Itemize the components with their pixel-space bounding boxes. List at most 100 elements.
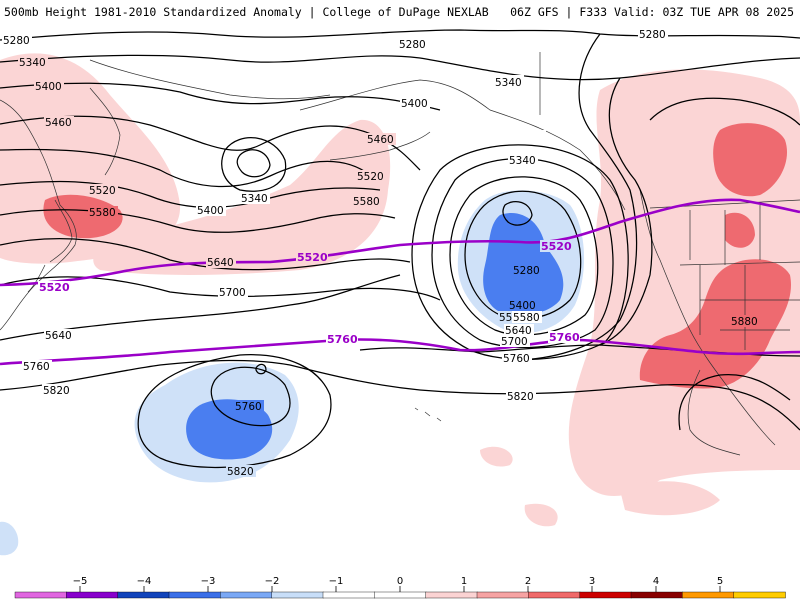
colorbar-segment: [117, 591, 170, 599]
contour-label: 5280: [512, 264, 542, 277]
contour-closed-small: [255, 363, 267, 375]
svg-text:5400: 5400: [35, 81, 62, 93]
contour-east-ridge: [599, 77, 653, 346]
coastline-kamchatka: [89, 87, 121, 176]
colorbar-tick-label: −1: [329, 576, 344, 587]
contour-label: 5340: [18, 56, 48, 69]
contour-label: 5280: [2, 34, 32, 47]
colorbar-tick-label: −3: [201, 576, 216, 587]
colorbar-ticks: −5 −4 −3 −2 −1 0 1 2 3 4 5: [73, 576, 723, 592]
svg-text:5400: 5400: [509, 300, 536, 312]
svg-text:5760: 5760: [235, 401, 262, 413]
colorbar-segment: [271, 591, 324, 599]
colorbar-segment: [425, 591, 478, 599]
contour-northeast: [649, 97, 800, 126]
contour-label: 5400: [34, 80, 64, 93]
svg-text:5520: 5520: [297, 251, 328, 264]
anomaly-core-plains: [639, 212, 791, 389]
svg-text:5760: 5760: [549, 331, 580, 344]
contour-label: 5520: [88, 184, 118, 197]
colorbar-tick-label: 5: [717, 576, 723, 587]
svg-text:5520: 5520: [541, 240, 572, 253]
contour-label: 5820: [226, 465, 256, 478]
contour-label: 5640: [44, 329, 74, 342]
svg-text:5760: 5760: [23, 361, 50, 373]
contour-label: 5400: [196, 204, 226, 217]
colorbar-segment: [374, 591, 427, 599]
coastline-alaska: [299, 79, 626, 211]
contour-label: 5700: [218, 286, 248, 299]
contour-label: 5340: [240, 192, 270, 205]
state-borders: [679, 205, 800, 350]
anomaly-map: 5280 5280 5280 5340 5340 5400 5400 5460 …: [0, 28, 800, 556]
contour-label: 5700: [500, 335, 530, 348]
reference-label: 5520: [540, 240, 572, 253]
colorbar-segment: [66, 591, 119, 599]
svg-text:5640: 5640: [505, 325, 532, 337]
contour-line: [0, 82, 441, 111]
anomaly-core-japan: [43, 194, 123, 239]
contour-label: 5820: [506, 390, 536, 403]
svg-text:5700: 5700: [501, 336, 528, 348]
negative-core-hawaii: [186, 399, 273, 460]
svg-text:5760: 5760: [327, 333, 358, 346]
hawaiian-islands: [414, 407, 442, 422]
colorbar-tick-label: 2: [525, 576, 531, 587]
colorbar-segment: [682, 591, 735, 599]
colorbar-tick-label: −2: [265, 576, 280, 587]
anomaly-core-canada: [713, 123, 788, 197]
model-run-info: 06Z GFS | F333 Valid: 03Z TUE APR 08 202…: [510, 5, 794, 19]
contour-label: 5280: [638, 28, 668, 41]
contour-low-ring: [449, 176, 599, 336]
contour-line: [0, 148, 371, 188]
contour-label: 5580: [512, 311, 542, 324]
colorbar-tick-label: 4: [653, 576, 659, 587]
colorbar-segment: [579, 591, 632, 599]
contour-labels: 5280 5280 5280 5340 5340 5400 5400 5460 …: [2, 28, 760, 478]
contour-line: [0, 274, 401, 341]
colorbar-segment: [476, 591, 530, 599]
contour-line: [0, 209, 396, 233]
anomaly-region-subtropics: [480, 446, 720, 527]
svg-text:5640: 5640: [207, 257, 234, 269]
svg-text:5520: 5520: [357, 171, 384, 183]
svg-text:5340: 5340: [241, 193, 268, 205]
contour-label: 5340: [508, 154, 538, 167]
svg-text:5280: 5280: [639, 29, 666, 41]
svg-text:5580: 5580: [353, 196, 380, 208]
contour-line: [0, 359, 800, 431]
svg-text:5400: 5400: [197, 205, 224, 217]
reference-labels: 5520 5520 5520 5760 5760: [38, 240, 580, 346]
svg-text:5820: 5820: [507, 391, 534, 403]
svg-text:5460: 5460: [45, 117, 72, 129]
coastline-siberia-north: [89, 59, 331, 100]
contour-label: 5460: [366, 133, 396, 146]
contour-line: [0, 54, 800, 81]
contour-label: 5820: [42, 384, 72, 397]
svg-text:5340: 5340: [19, 57, 46, 69]
contour-closed-low-bering-outer: [221, 137, 287, 192]
contour-line: [0, 238, 411, 271]
svg-text:5520: 5520: [89, 185, 116, 197]
contour-label: 5640: [206, 256, 236, 269]
colorbar-segment: [322, 591, 376, 599]
contour-line: [359, 344, 800, 357]
svg-text:5580: 5580: [513, 312, 540, 324]
contour-label: 5760: [22, 360, 52, 373]
svg-text:5340: 5340: [495, 77, 522, 89]
colorbar-segment: [220, 591, 273, 599]
svg-text:5280: 5280: [513, 265, 540, 277]
negative-region-corner: [0, 521, 19, 556]
colorbar-segment: [733, 591, 786, 599]
svg-text:5640: 5640: [45, 330, 72, 342]
anomaly-region-central-pacific: [93, 119, 391, 275]
contour-label: 5580: [352, 196, 382, 208]
map-header: 500mb Height 1981-2010 Standardized Anom…: [0, 0, 800, 22]
contour-label: 5520: [356, 170, 386, 183]
positive-anomaly-shading: [0, 53, 800, 527]
map-title: 500mb Height 1981-2010 Standardized Anom…: [4, 5, 489, 19]
colorbar-legend: −5 −4 −3 −2 −1 0 1 2 3 4 5: [14, 576, 786, 599]
colorbar-tick-label: 3: [589, 576, 595, 587]
contour-label: 5400: [508, 299, 538, 312]
contour-label: 5400: [400, 97, 430, 110]
